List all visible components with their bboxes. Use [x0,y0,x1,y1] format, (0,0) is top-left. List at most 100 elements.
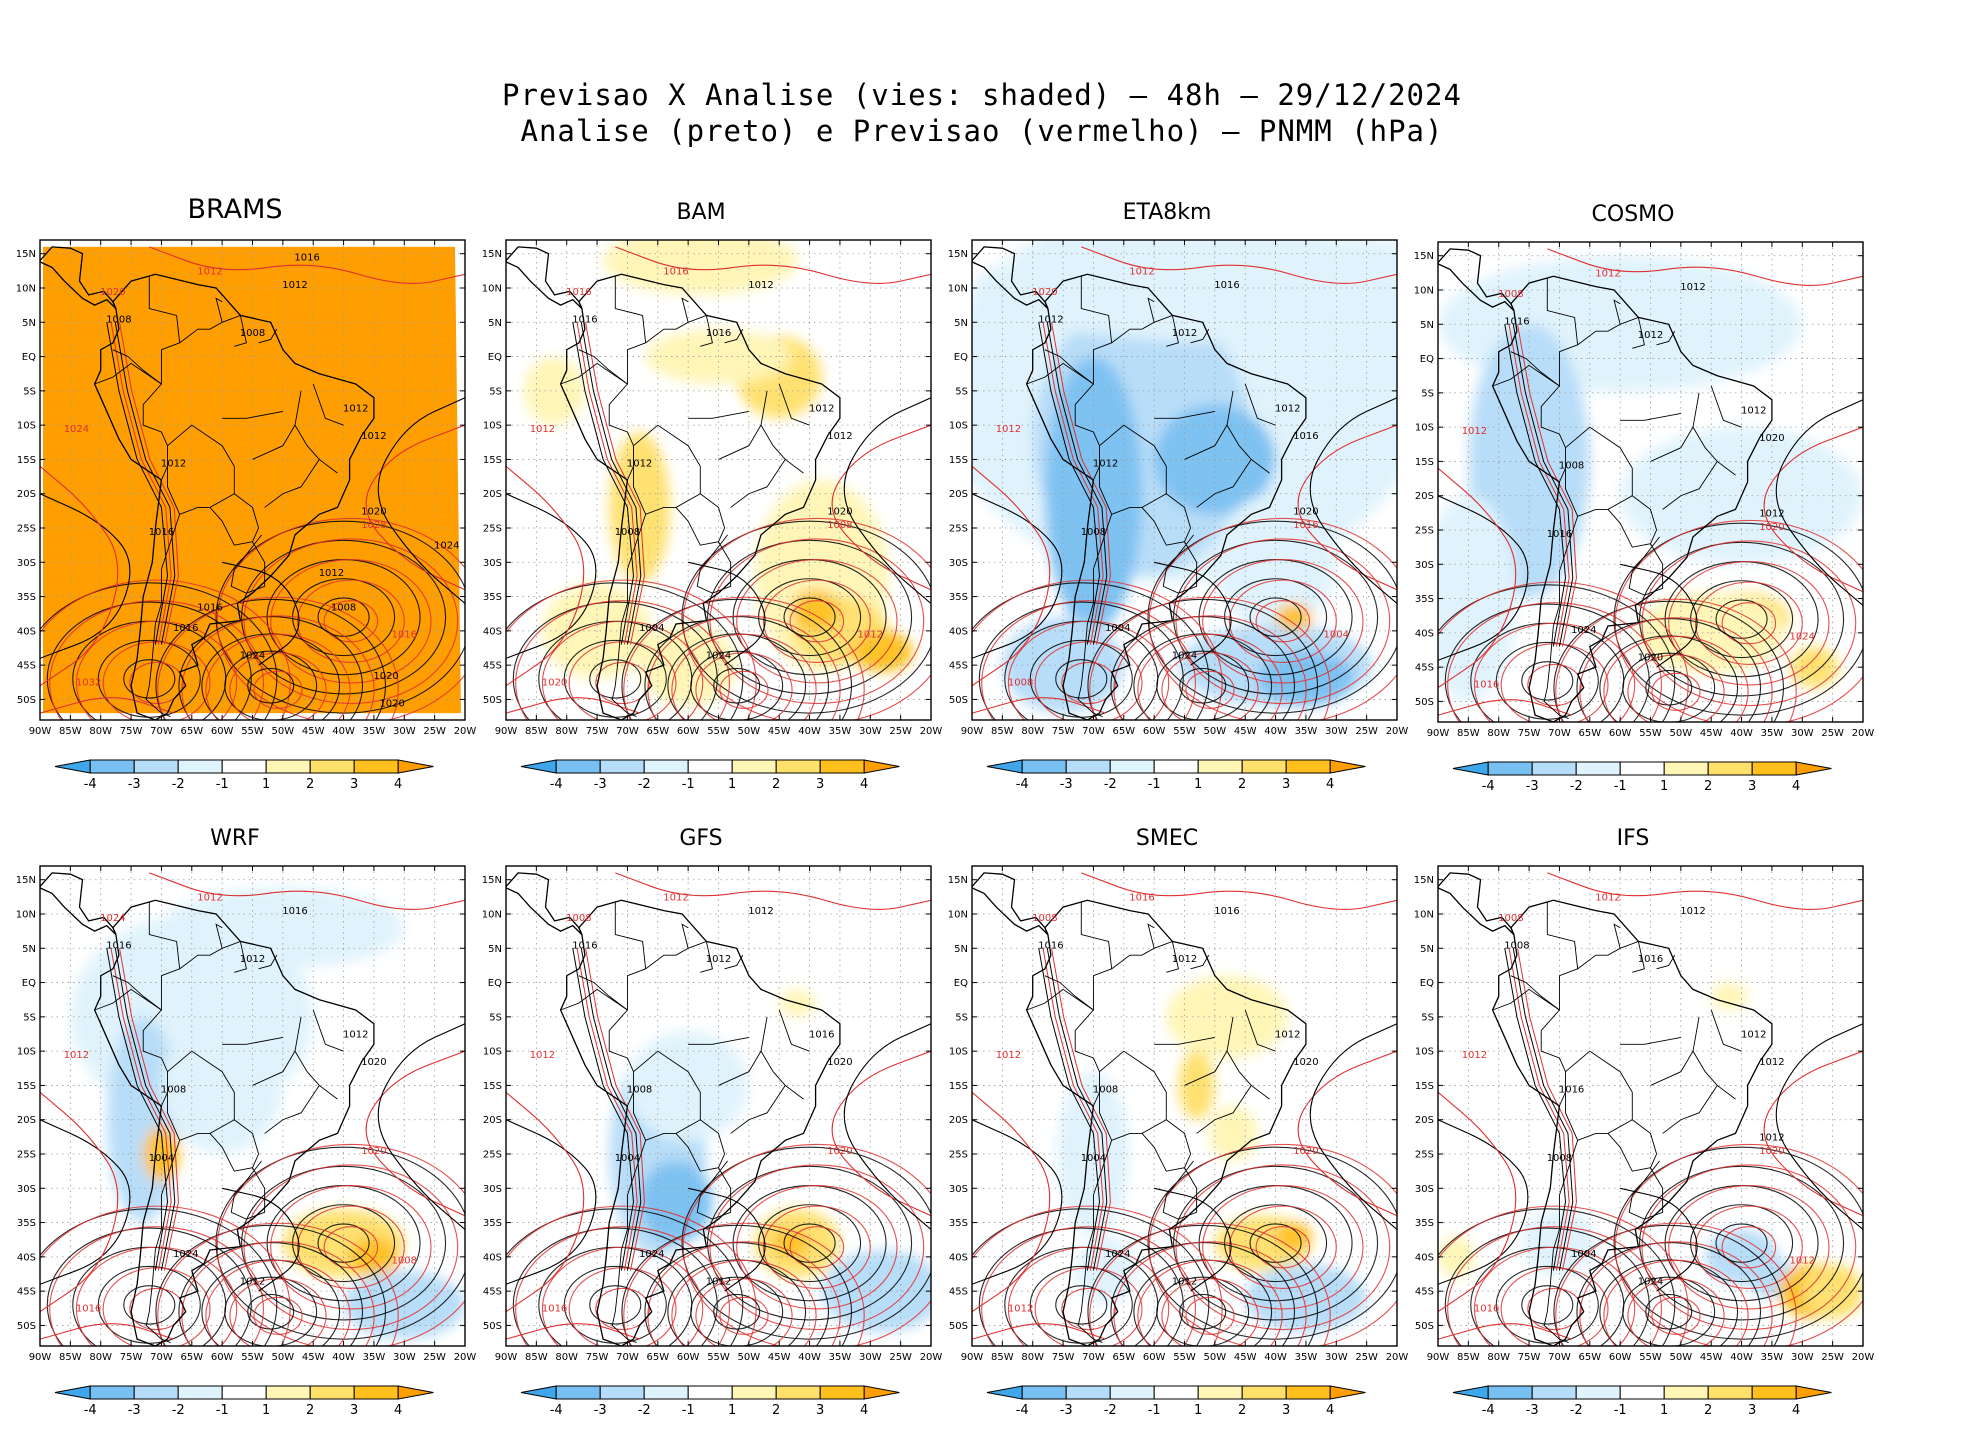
longitude-tick-label: 20W [1386,1352,1409,1363]
panel-map: 1016 1012 1012 1016 1020 1008 1004 1024 1012 1012… [16,865,476,1418]
longitude-tick-label: 25W [1355,1352,1378,1363]
latitude-tick-label: EQ [488,352,502,363]
longitude-tick-label: 50W [1670,1352,1693,1363]
longitude-tick-label: 70W [1548,1352,1571,1363]
longitude-tick-label: 25W [1355,726,1378,737]
panel-gfs: GFS 1012 1016 1012 1016 1020 1008 1004 1024 1012 1… [466,822,943,1422]
bias-shading [1711,982,1748,1010]
longitude-tick-label: 85W [1457,1352,1480,1363]
analysis-contour-label: 1020 [1759,433,1784,444]
colorbar-tick-label: 2 [772,1403,780,1418]
latitude-tick-label: 50S [17,695,36,706]
colorbar-tick-label: 1 [728,1403,736,1418]
south-america-coastline [559,273,841,720]
colorbar-tick-label: -1 [682,777,695,792]
analysis-contour-label: 1020 [1638,652,1663,663]
colorbar-tick-label: -4 [1482,779,1495,794]
colorbar-tick-label: -3 [594,1403,607,1418]
colorbar-tick-label: -4 [84,777,97,792]
longitude-tick-label: 40W [1730,728,1753,739]
longitude-tick-label: 45W [768,726,791,737]
central-america-coastline [506,246,583,310]
latitude-tick-label: 35S [483,592,502,603]
longitude-tick-label: 55W [1639,1352,1662,1363]
longitude-tick-label: 65W [1112,726,1135,737]
central-america-coastline [1438,248,1515,312]
longitude-tick-label: 45W [1234,1352,1257,1363]
longitude-tick-label: 70W [616,1352,639,1363]
forecast-contour-label: 1016 [1129,892,1154,903]
analysis-contour-label: 1024 [240,650,265,661]
latitude-tick-label: 40S [1415,628,1434,639]
latitude-tick-label: 50S [483,1321,502,1332]
colorbar-tick-label: 2 [1704,779,1712,794]
panel-smec: SMEC 1016 1012 1012 1016 1020 1008 1004 1024 1012… [932,822,1409,1422]
colorbar-tick-label: -1 [216,777,229,792]
forecast-contour-label: 1004 [1324,630,1349,641]
longitude-tick-label: 65W [646,726,669,737]
forecast-contour-label: 1012 [1008,1304,1033,1315]
latitude-tick-label: 5N [1420,320,1434,331]
longitude-tick-label: 60W [211,1352,234,1363]
central-america-coastline [40,246,117,310]
longitude-tick-label: 70W [1082,726,1105,737]
colorbar-tick-label: -3 [1060,1403,1073,1418]
colorbar-tick-label: -4 [1016,777,1029,792]
colorbar-tick-label: 3 [350,777,358,792]
forecast-contour-label: 1012 [1129,266,1154,277]
analysis-contour-label: 1012 [706,954,731,965]
analysis-contour-label: 1012 [361,431,386,442]
longitude-tick-label: 60W [1143,1352,1166,1363]
colorbar: -4 -3 -2 -1 1 2 3 4 [986,1385,1366,1418]
colorbar-tick-label: -4 [1482,1403,1495,1418]
longitude-tick-label: 40W [798,726,821,737]
forecast-contour-label: 1012 [1462,426,1487,437]
latitude-tick-label: EQ [1420,978,1434,989]
colorbar-tick-label: 2 [772,777,780,792]
analysis-contour-label: 1016 [706,328,731,339]
longitude-tick-label: 45W [768,1352,791,1363]
analysis-contour-label: 1016 [1559,1084,1584,1095]
colorbar-tick-label: -4 [84,1403,97,1418]
forecast-contour-label: 1008 [1498,289,1523,300]
analysis-contour-label: 1016 [1293,431,1318,442]
panel-map: 1012 1012 1016 1008 1012 1016 1008 1004 1024 1012… [1414,865,1874,1418]
forecast-contour-label: 1012 [663,892,688,903]
latitude-tick-label: 50S [483,695,502,706]
panel-cosmo: COSMO 1012 1012 1012 1016 1020 1008 1016 1024 102… [1398,198,1875,798]
latitude-tick-label: 5N [22,944,36,955]
latitude-tick-label: 15S [17,455,36,466]
latitude-tick-label: EQ [954,352,968,363]
longitude-tick-label: 60W [1609,728,1632,739]
latitude-tick-label: 15S [949,455,968,466]
forecast-contour-label: 1020 [100,287,125,298]
latitude-tick-label: 15S [17,1081,36,1092]
colorbar-tick-label: -1 [1148,1403,1161,1418]
longitude-tick-label: 30W [859,726,882,737]
longitude-tick-label: 80W [89,1352,112,1363]
south-america-coastline [1491,275,1773,722]
longitude-tick-label: 30W [1791,1352,1814,1363]
longitude-tick-label: 40W [1730,1352,1753,1363]
latitude-tick-label: 15N [1414,875,1434,886]
colorbar-tick-label: 3 [1748,1403,1756,1418]
latitude-tick-label: 10S [1415,423,1434,434]
analysis-contour-label: 1024 [639,1249,664,1260]
colorbar-tick-label: -2 [1104,777,1117,792]
longitude-tick-label: 40W [1264,726,1287,737]
longitude-tick-label: 55W [241,1352,264,1363]
analysis-contour-label: 1012 [1759,1132,1784,1143]
longitude-tick-label: 70W [150,726,173,737]
longitude-tick-label: 75W [586,1352,609,1363]
bias-shading [773,1229,810,1257]
latitude-tick-label: 5S [1421,1012,1434,1023]
longitude-tick-label: 85W [991,1352,1014,1363]
longitude-tick-label: 25W [889,1352,912,1363]
longitude-tick-label: 60W [1609,1352,1632,1363]
forecast-contour-label: 1016 [566,287,591,298]
analysis-contour-label: 1020 [361,1057,386,1068]
latitude-tick-label: 40S [483,1252,502,1263]
longitude-tick-label: 80W [555,1352,578,1363]
analysis-contour-label: 1024 [1571,625,1596,636]
longitude-tick-label: 45W [302,1352,325,1363]
